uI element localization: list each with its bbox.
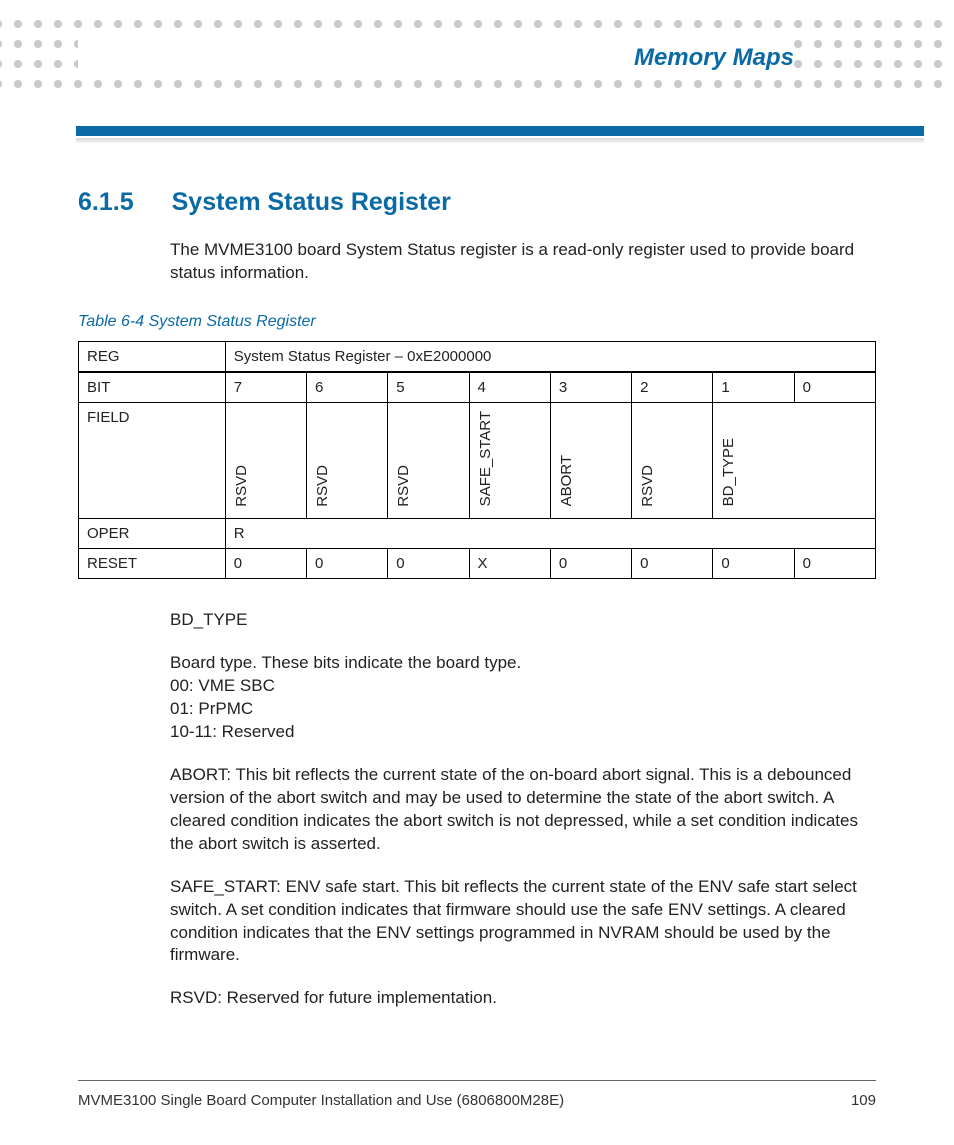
cell-field-5: RSVD <box>388 402 469 518</box>
cell-field-4: SAFE_START <box>469 402 550 518</box>
cell-bit-2: 2 <box>632 372 713 403</box>
footer-doc-title: MVME3100 Single Board Computer Installat… <box>78 1092 564 1109</box>
cell-oper-value: R <box>225 519 875 549</box>
cell-bit-1: 1 <box>713 372 794 403</box>
section-intro: The MVME3100 board System Status registe… <box>170 239 876 285</box>
cell-field-3: ABORT <box>550 402 631 518</box>
def-bd-type-name: BD_TYPE <box>170 609 876 632</box>
def-safe-start: SAFE_START: ENV safe start. This bit ref… <box>170 876 876 968</box>
def-bd-type-line-3: 10-11: Reserved <box>170 721 876 744</box>
table-row-reg: REG System Status Register – 0xE2000000 <box>79 341 876 372</box>
cell-reset-1: 0 <box>713 549 794 579</box>
section-title: System Status Register <box>172 188 451 217</box>
register-table: REG System Status Register – 0xE2000000 … <box>78 341 876 579</box>
page-footer: MVME3100 Single Board Computer Installat… <box>78 1092 876 1109</box>
table-row-oper: OPER R <box>79 519 876 549</box>
cell-bit-3: 3 <box>550 372 631 403</box>
cell-reset-0: 0 <box>794 549 875 579</box>
def-bd-type-line-2: 01: PrPMC <box>170 698 876 721</box>
section-heading: 6.1.5 System Status Register <box>78 188 876 217</box>
cell-field-bd-type: BD_TYPE <box>713 402 876 518</box>
cell-bit-6: 6 <box>307 372 388 403</box>
def-abort: ABORT: This bit reflects the current sta… <box>170 764 876 856</box>
cell-reg-label: REG <box>79 341 226 372</box>
page: Memory Maps 6.1.5 System Status Register… <box>0 0 954 1145</box>
cell-reg-value: System Status Register – 0xE2000000 <box>225 341 875 372</box>
chapter-title: Memory Maps <box>634 44 794 72</box>
table-row-bit: BIT 7 6 5 4 3 2 1 0 <box>79 372 876 403</box>
footer-rule <box>78 1080 876 1081</box>
footer-page-number: 109 <box>851 1092 876 1109</box>
cell-bit-7: 7 <box>225 372 306 403</box>
cell-bit-5: 5 <box>388 372 469 403</box>
table-row-reset: RESET 0 0 0 X 0 0 0 0 <box>79 549 876 579</box>
def-rsvd: RSVD: Reserved for future implementation… <box>170 987 876 1010</box>
cell-reset-label: RESET <box>79 549 226 579</box>
table-row-field: FIELD RSVD RSVD RSVD SAFE_START ABORT RS… <box>79 402 876 518</box>
cell-field-2: RSVD <box>632 402 713 518</box>
cell-bit-4: 4 <box>469 372 550 403</box>
cell-reset-7: 0 <box>225 549 306 579</box>
field-definitions: BD_TYPE Board type. These bits indicate … <box>170 609 876 1010</box>
header-rule-blue <box>76 126 924 136</box>
cell-bit-0: 0 <box>794 372 875 403</box>
cell-reset-3: 0 <box>550 549 631 579</box>
table-caption: Table 6-4 System Status Register <box>78 313 876 331</box>
cell-field-label: FIELD <box>79 402 226 518</box>
section-number: 6.1.5 <box>78 188 134 217</box>
cell-reset-6: 0 <box>307 549 388 579</box>
cell-oper-label: OPER <box>79 519 226 549</box>
cell-reset-4: X <box>469 549 550 579</box>
def-bd-type: BD_TYPE Board type. These bits indicate … <box>170 609 876 744</box>
cell-bit-label: BIT <box>79 372 226 403</box>
cell-reset-5: 0 <box>388 549 469 579</box>
cell-field-6: RSVD <box>307 402 388 518</box>
cell-reset-2: 0 <box>632 549 713 579</box>
content-area: 6.1.5 System Status Register The MVME310… <box>78 188 876 1030</box>
def-bd-type-line-0: Board type. These bits indicate the boar… <box>170 652 876 675</box>
header-rule-gray <box>76 138 924 143</box>
cell-field-7: RSVD <box>225 402 306 518</box>
def-bd-type-line-1: 00: VME SBC <box>170 675 876 698</box>
